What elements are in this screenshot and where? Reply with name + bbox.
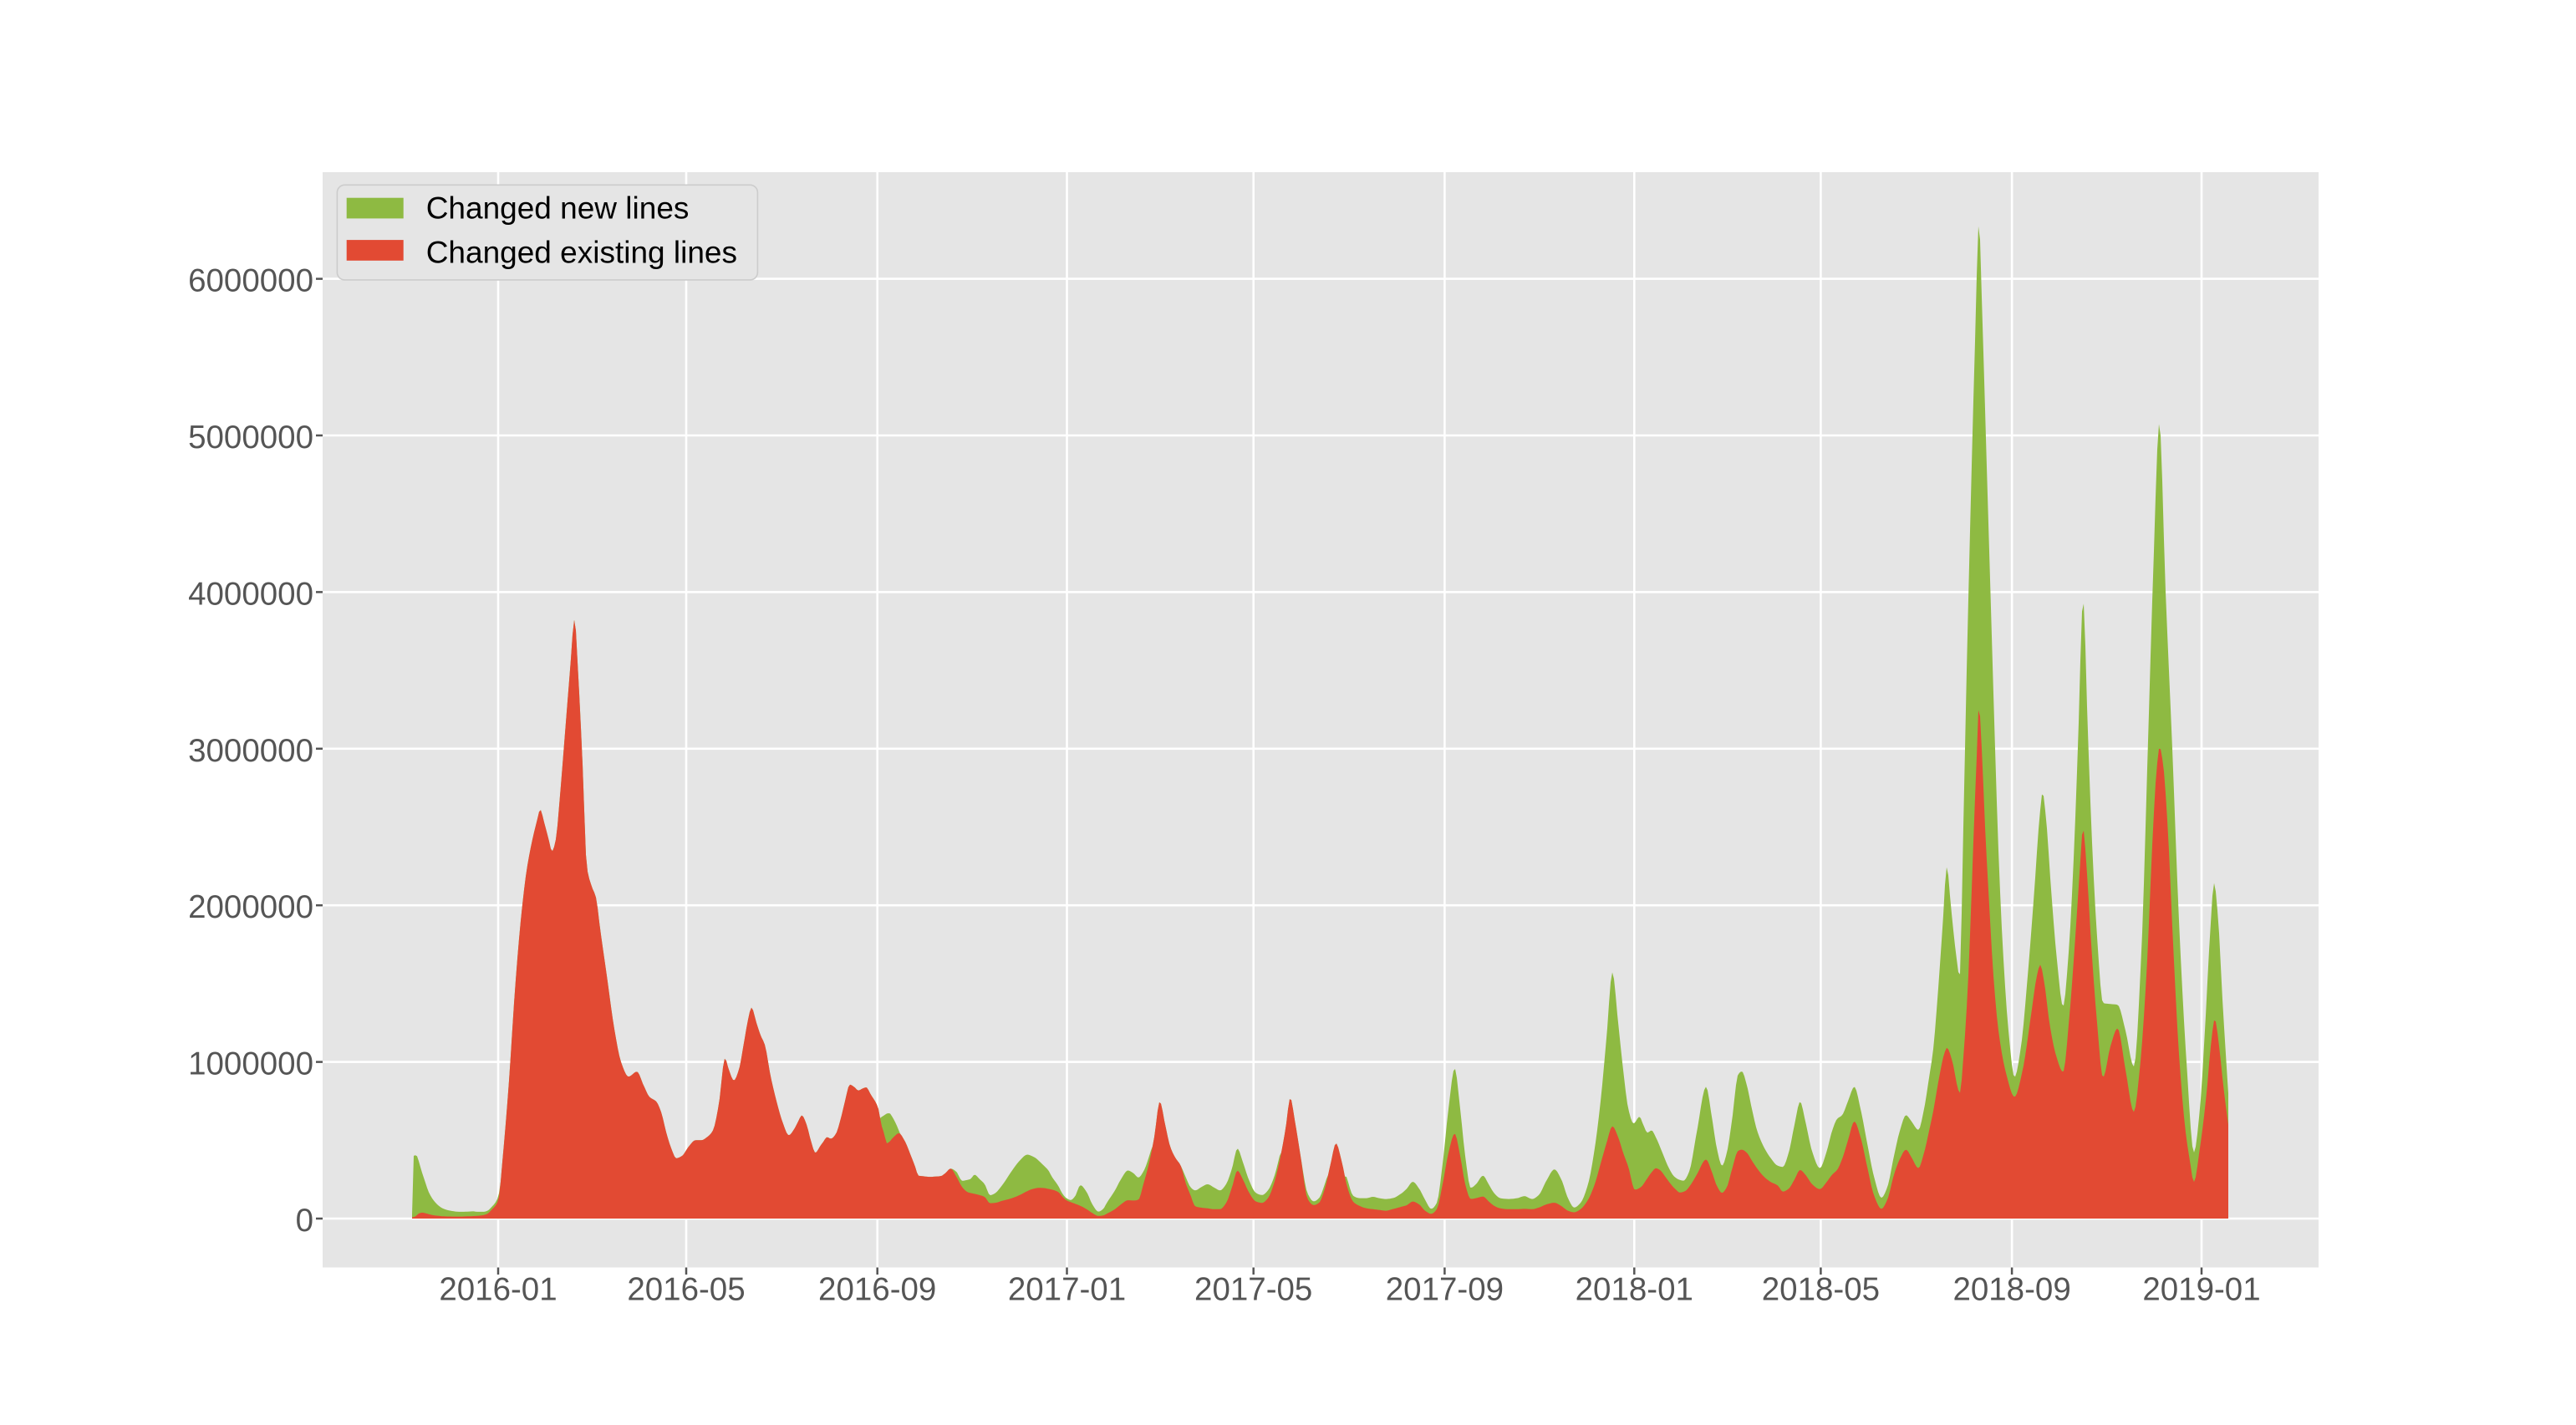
svg-text:2016-05: 2016-05 <box>627 1272 745 1308</box>
svg-text:4000000: 4000000 <box>188 576 313 612</box>
svg-text:2017-05: 2017-05 <box>1194 1272 1312 1308</box>
svg-text:2017-09: 2017-09 <box>1386 1272 1504 1308</box>
svg-text:3000000: 3000000 <box>188 733 313 769</box>
svg-text:2018-01: 2018-01 <box>1576 1272 1693 1308</box>
svg-text:2018-05: 2018-05 <box>1762 1272 1880 1308</box>
svg-text:6000000: 6000000 <box>188 263 313 299</box>
svg-text:2000000: 2000000 <box>188 889 313 925</box>
svg-text:5000000: 5000000 <box>188 420 313 455</box>
svg-text:2016-09: 2016-09 <box>818 1272 936 1308</box>
svg-text:2019-01: 2019-01 <box>2142 1272 2260 1308</box>
svg-text:Changed new lines: Changed new lines <box>426 191 690 226</box>
svg-text:1000000: 1000000 <box>188 1046 313 1082</box>
svg-text:Changed existing lines: Changed existing lines <box>426 236 737 270</box>
svg-text:2017-01: 2017-01 <box>1008 1272 1126 1308</box>
svg-text:2016-01: 2016-01 <box>439 1272 557 1308</box>
svg-text:0: 0 <box>296 1203 313 1239</box>
svg-text:2018-09: 2018-09 <box>1952 1272 2070 1308</box>
